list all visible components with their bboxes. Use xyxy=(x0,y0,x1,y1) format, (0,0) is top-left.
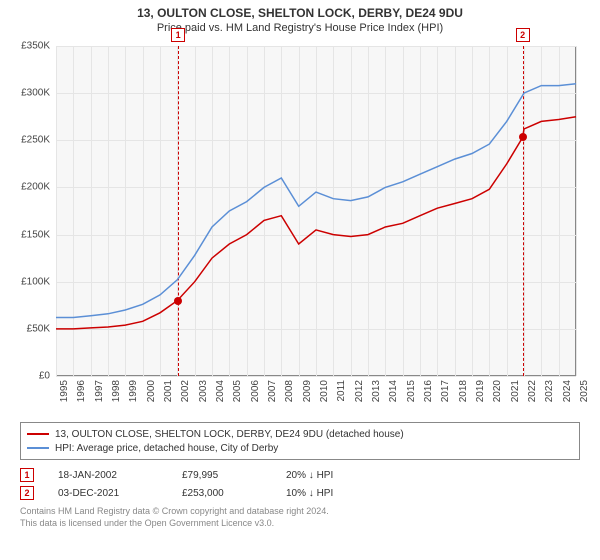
x-axis-label: 2023 xyxy=(544,380,555,402)
x-axis-label: 1999 xyxy=(128,380,139,402)
event-badge: 1 xyxy=(20,468,34,482)
x-axis-label: 2008 xyxy=(284,380,295,402)
x-axis-label: 1998 xyxy=(111,380,122,402)
legend-swatch xyxy=(27,433,49,435)
x-axis-label: 2010 xyxy=(319,380,330,402)
x-axis-label: 2004 xyxy=(215,380,226,402)
legend-item: HPI: Average price, detached house, City… xyxy=(27,441,573,455)
footnote-line: Contains HM Land Registry data © Crown c… xyxy=(20,506,580,518)
x-axis-label: 2017 xyxy=(440,380,451,402)
x-axis-label: 1997 xyxy=(94,380,105,402)
event-row: 1 18-JAN-2002 £79,995 20% ↓ HPI xyxy=(20,466,580,484)
event-delta: 10% ↓ HPI xyxy=(286,488,366,499)
footnote-line: This data is licensed under the Open Gov… xyxy=(20,518,580,530)
x-axis-label: 2003 xyxy=(198,380,209,402)
x-axis-label: 2015 xyxy=(406,380,417,402)
legend: 13, OULTON CLOSE, SHELTON LOCK, DERBY, D… xyxy=(20,422,580,460)
event-table: 1 18-JAN-2002 £79,995 20% ↓ HPI 2 03-DEC-2021… xyxy=(20,466,580,502)
legend-swatch xyxy=(27,447,49,449)
event-price: £79,995 xyxy=(182,470,262,481)
legend-item: 13, OULTON CLOSE, SHELTON LOCK, DERBY, D… xyxy=(27,427,573,441)
x-axis-label: 2019 xyxy=(475,380,486,402)
x-axis-label: 2012 xyxy=(354,380,365,402)
x-axis-label: 2002 xyxy=(180,380,191,402)
x-axis-label: 2006 xyxy=(250,380,261,402)
x-axis-label: 2021 xyxy=(510,380,521,402)
chart-subtitle: Price paid vs. HM Land Registry's House … xyxy=(4,22,596,34)
x-axis-label: 2000 xyxy=(146,380,157,402)
event-date: 18-JAN-2002 xyxy=(58,470,158,481)
event-delta: 20% ↓ HPI xyxy=(286,470,366,481)
x-axis-label: 2018 xyxy=(458,380,469,402)
legend-label: 13, OULTON CLOSE, SHELTON LOCK, DERBY, D… xyxy=(55,429,404,440)
event-row: 2 03-DEC-2021 £253,000 10% ↓ HPI xyxy=(20,484,580,502)
x-axis-label: 2024 xyxy=(562,380,573,402)
x-axis-label: 2025 xyxy=(579,380,590,402)
x-axis-label: 2013 xyxy=(371,380,382,402)
x-axis-label: 2009 xyxy=(302,380,313,402)
x-axis-label: 2001 xyxy=(163,380,174,402)
event-price: £253,000 xyxy=(182,488,262,499)
series-hpi xyxy=(56,84,576,318)
legend-label: HPI: Average price, detached house, City… xyxy=(55,443,278,454)
x-axis-label: 2016 xyxy=(423,380,434,402)
x-axis-label: 2020 xyxy=(492,380,503,402)
chart-lines xyxy=(12,38,578,378)
series-property xyxy=(56,117,576,329)
x-axis-label: 2014 xyxy=(388,380,399,402)
x-axis-label: 2005 xyxy=(232,380,243,402)
event-date: 03-DEC-2021 xyxy=(58,488,158,499)
chart-title: 13, OULTON CLOSE, SHELTON LOCK, DERBY, D… xyxy=(4,6,596,20)
price-chart: £0£50K£100K£150K£200K£250K£300K£350K1995… xyxy=(12,38,588,416)
x-axis-label: 2007 xyxy=(267,380,278,402)
x-axis-label: 2022 xyxy=(527,380,538,402)
x-axis-label: 2011 xyxy=(336,380,347,402)
x-axis-label: 1996 xyxy=(76,380,87,402)
event-badge: 2 xyxy=(20,486,34,500)
x-axis-label: 1995 xyxy=(59,380,70,402)
